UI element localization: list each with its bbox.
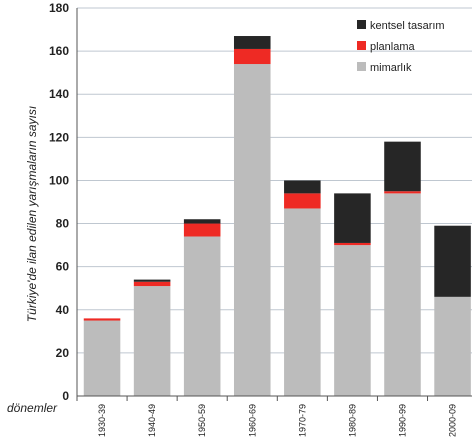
legend-label: kentsel tasarım [370,20,445,32]
y-tick-label: 140 [49,87,69,101]
y-tick-label: 80 [56,217,70,231]
legend: kentsel tasarım planlama mimarlık [357,20,445,74]
x-tick-label: 2000-09 [448,404,458,437]
x-tick-label: 1970-79 [297,404,307,437]
bar-segment [133,286,171,396]
bar-segment [183,219,221,224]
x-tick-label: 1980-89 [347,404,357,437]
legend-swatch [357,20,366,29]
bar-segment [133,281,171,287]
y-tick-label: 180 [49,1,69,15]
y-tick-label: 100 [49,173,69,187]
bar-segment [183,236,221,396]
x-tick-label: 1930-39 [97,404,107,437]
bar-segment [384,141,421,192]
y-tick-label: 60 [56,260,70,274]
y-axis-title: Türkiye'de ilan edilen yarışmaların sayı… [25,106,39,322]
bar-segment [183,223,221,237]
bar-segment [334,193,371,243]
x-tick-label: 1940-49 [147,404,157,437]
y-tick-label: 120 [49,130,69,144]
bar-segment [334,242,371,246]
x-tick-label: 1990-99 [397,404,407,437]
bars [83,36,471,397]
bar-segment [434,296,471,396]
y-tick-label: 0 [62,389,69,403]
legend-swatch [357,62,366,71]
y-tick-label: 20 [56,346,70,360]
bar-segment [384,191,421,194]
y-tick-labels: 0 20 40 60 80 100 120 140 160 180 [49,1,69,403]
bar-segment [434,225,471,297]
x-tick-labels: 1930-39 1940-49 1950-59 1960-69 1970-79 1980-… [76,396,458,437]
bar-segment [133,279,171,282]
x-tick-label: 1950-59 [197,404,207,437]
bar-segment [284,180,321,194]
bar-segment [83,318,121,321]
legend-label: mimarlık [370,62,412,74]
bar-segment [284,208,321,396]
bar-segment [83,320,121,396]
legend-swatch [357,41,366,50]
bar-segment [233,48,271,65]
y-tick-label: 40 [56,303,70,317]
y-tick-label: 160 [49,44,69,58]
x-axis-title: dönemler [7,401,58,415]
bar-segment [334,245,371,396]
bar-segment [233,36,271,49]
bar-segment [284,193,321,209]
legend-label: planlama [370,41,416,53]
bar-segment [384,193,421,396]
x-tick-label: 1960-69 [247,404,257,437]
bar-segment [233,64,271,397]
